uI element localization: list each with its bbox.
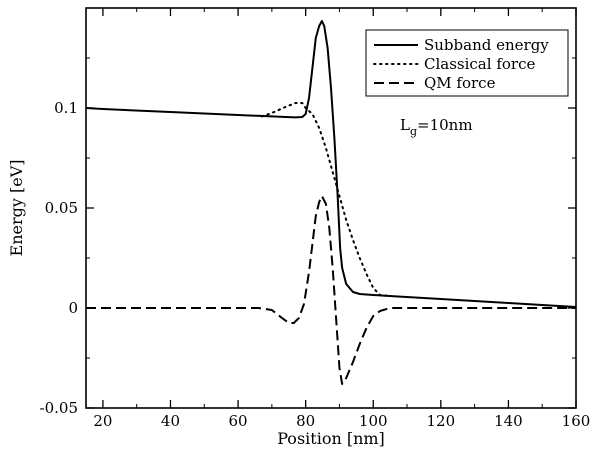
y-tick-label: 0 [68, 299, 78, 317]
series-line-subband-energy [85, 20, 577, 308]
x-tick-label: 160 [562, 412, 591, 430]
y-axis-label: Energy [eV] [7, 160, 26, 257]
annotation-subscript: g [410, 125, 417, 138]
series-line-qm-force [86, 195, 576, 385]
annotation-rest: =10nm [417, 116, 473, 134]
series-layer [85, 20, 577, 385]
x-tick-label: 120 [427, 412, 456, 430]
axis-tick-labels: 20 40 60 80 100 120 140 160 -0.05 0 0.05 0.1 [40, 99, 591, 430]
legend-label-qm-force: QM force [424, 74, 496, 92]
legend-box [365, 29, 569, 97]
annotation-main: L [400, 116, 410, 134]
x-tick-label: 100 [359, 412, 388, 430]
legend-label-subband-energy: Subband energy [424, 36, 549, 54]
x-tick-label: 80 [296, 412, 315, 430]
x-tick-label: 20 [93, 412, 112, 430]
gate-length-annotation: Lg=10nm [400, 116, 473, 138]
x-tick-label: 40 [161, 412, 180, 430]
y-tick-label: 0.05 [45, 199, 78, 217]
x-tick-label: 140 [494, 412, 523, 430]
x-axis-label: Position [nm] [277, 429, 385, 448]
y-tick-label: 0.1 [54, 99, 78, 117]
legend: Subband energy Classical force QM force [365, 29, 569, 97]
y-tick-label: -0.05 [40, 399, 78, 417]
legend-label-classical-force: Classical force [424, 55, 535, 73]
x-tick-label: 60 [229, 412, 248, 430]
series-line-classical-force [260, 102, 392, 297]
